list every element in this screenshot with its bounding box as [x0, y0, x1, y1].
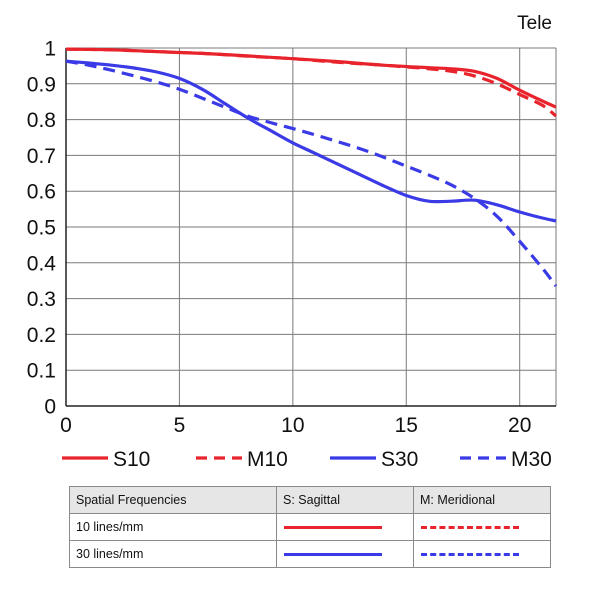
x-tick-label: 15	[395, 414, 418, 437]
x-tick-label: 20	[508, 414, 531, 437]
sagittal-swatch-cell	[276, 513, 414, 541]
dashed-line-swatch	[421, 552, 519, 556]
legend-label-m30: M30	[511, 448, 552, 471]
table-row: 10 lines/mm	[69, 513, 551, 541]
table-header-row: Spatial Frequencies S: Sagittal M: Merid…	[69, 486, 551, 514]
meridional-swatch-cell	[413, 513, 551, 541]
frequency-legend-table: Spatial Frequencies S: Sagittal M: Merid…	[69, 486, 551, 568]
series-line-m10	[65, 47, 558, 118]
legend: S10 M10 S30 M30	[62, 448, 552, 471]
row-label: 10 lines/mm	[69, 513, 277, 541]
y-tick-label: 0.5	[27, 217, 56, 240]
y-tick-label: 0.8	[27, 109, 56, 132]
x-tick-label: 10	[281, 414, 304, 437]
sagittal-swatch-cell	[276, 540, 414, 568]
mtf-chart: Tele 00.10.20.30.40.50.60.70.80.910 5 10 15…	[27, 13, 558, 471]
dashed-line-swatch	[421, 525, 519, 529]
y-tick-label: 0.2	[27, 324, 56, 347]
meridional-swatch-cell	[413, 540, 551, 568]
table-header-meridional: M: Meridional	[413, 486, 551, 514]
y-tick-label: 0.1	[27, 360, 56, 383]
y-tick-label: 0	[44, 396, 56, 419]
x-tick-label: 0	[60, 414, 72, 437]
legend-label-s10: S10	[113, 448, 150, 471]
y-tick-label: 0.6	[27, 181, 56, 204]
series-line-s30	[65, 59, 557, 223]
axes: 00.10.20.30.40.50.60.70.80.910 5 10 15 20	[27, 38, 556, 437]
series-line-m30	[65, 59, 558, 288]
solid-line-swatch	[284, 552, 382, 556]
solid-line-swatch	[284, 525, 382, 529]
table-row: 30 lines/mm	[69, 540, 551, 568]
y-tick-label: 0.3	[27, 288, 56, 311]
y-tick-label: 0.7	[27, 145, 56, 168]
corner-label: Tele	[517, 13, 552, 34]
y-tick-label: 1	[44, 38, 56, 61]
x-tick-label: 5	[174, 414, 186, 437]
y-tick-label: 0.9	[27, 73, 56, 96]
row-label: 30 lines/mm	[69, 540, 277, 568]
y-tick-label: 0.4	[27, 252, 57, 275]
table-header-sagittal: S: Sagittal	[276, 486, 414, 514]
legend-label-m10: M10	[247, 448, 288, 471]
table-header-frequencies: Spatial Frequencies	[69, 486, 277, 514]
legend-label-s30: S30	[381, 448, 418, 471]
series-lines	[65, 47, 558, 288]
grid	[65, 47, 557, 407]
